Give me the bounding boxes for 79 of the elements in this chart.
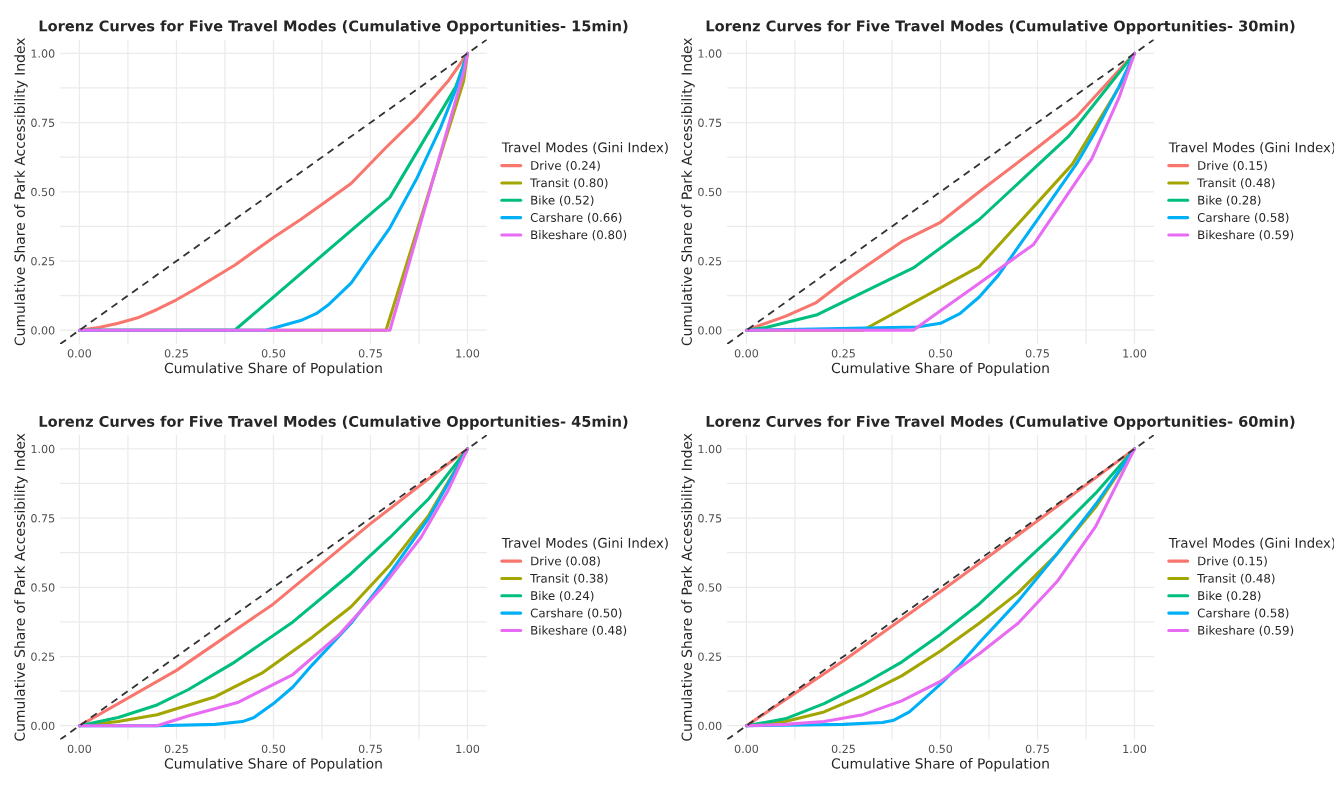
- x-tick-label: 0.50: [928, 744, 953, 754]
- legend-label: Carshare (0.58): [1197, 212, 1289, 224]
- y-tick-label: 1.00: [31, 444, 55, 454]
- legend-label: Carshare (0.50): [530, 608, 622, 619]
- x-tick-label: 0.75: [358, 349, 382, 358]
- x-tick-label: 0.25: [831, 349, 855, 358]
- y-axis-title: Cumulative Share of Park Accessibility Index: [14, 433, 28, 741]
- y-tick-label: 0.25: [31, 257, 55, 266]
- y-tick-label: 1.00: [31, 49, 55, 58]
- legend-label: Carshare (0.66): [530, 212, 622, 224]
- x-axis-title: Cumulative Share of Population: [164, 757, 382, 772]
- y-tick-label: 0.75: [698, 118, 722, 127]
- chart-title: Lorenz Curves for Five Travel Modes (Cumulative Opportunities- 45min): [39, 415, 628, 430]
- legend-label: Transit (0.48): [1197, 178, 1275, 189]
- y-tick-label: 0.00: [698, 326, 722, 335]
- legend-label: Bikeshare (0.48): [531, 625, 627, 637]
- x-tick-label: 1.00: [456, 349, 480, 358]
- legend-label: Transit (0.80): [530, 178, 608, 189]
- line-series: [77, 51, 470, 332]
- legend-title: Travel Modes (Gini Index): [501, 142, 668, 154]
- x-tick-label: 0.00: [67, 744, 92, 754]
- y-tick-label: 0.00: [31, 721, 55, 731]
- y-tick-label: 0.75: [31, 118, 55, 127]
- y-tick-label: 0.25: [698, 652, 722, 661]
- x-tick-label: 0.25: [164, 349, 188, 358]
- chart-title: Lorenz Curves for Five Travel Modes (Cumulative Opportunities- 30min): [706, 20, 1295, 35]
- legend-title: Travel Modes (Gini Index): [1168, 142, 1334, 154]
- legend-label: Drive (0.08): [531, 556, 600, 567]
- y-tick-label: 0.00: [698, 721, 722, 731]
- y-tick-label: 0.00: [31, 326, 55, 335]
- y-axis-title: Cumulative Share of Park Accessibility Index: [681, 38, 695, 346]
- y-tick-label: 0.25: [698, 257, 722, 266]
- x-tick-label: 0.00: [67, 349, 92, 358]
- line-series: [77, 447, 470, 728]
- y-tick-label: 0.75: [698, 514, 722, 523]
- legend-label: Bikeshare (0.80): [531, 230, 627, 241]
- legend-label: Bike (0.28): [1198, 195, 1261, 206]
- legend-label: Transit (0.48): [1197, 573, 1275, 585]
- legend-label: Drive (0.15): [1198, 556, 1267, 567]
- y-axis-title: Cumulative Share of Park Accessibility Index: [681, 433, 695, 741]
- y-tick-label: 0.50: [698, 187, 722, 197]
- legend-title: Travel Modes (Gini Index): [501, 537, 668, 550]
- legend-label: Carshare (0.58): [1197, 608, 1289, 619]
- x-tick-label: 0.25: [164, 744, 188, 754]
- y-tick-label: 0.50: [698, 583, 722, 592]
- legend-label: Bikeshare (0.59): [1198, 625, 1294, 637]
- x-tick-label: 0.75: [358, 744, 382, 754]
- x-tick-label: 0.25: [831, 744, 855, 754]
- x-axis-title: Cumulative Share of Population: [164, 362, 382, 376]
- x-tick-label: 0.50: [261, 349, 286, 358]
- legend-label: Bikeshare (0.59): [1198, 230, 1294, 241]
- x-tick-label: 1.00: [1123, 349, 1147, 358]
- x-axis-title: Cumulative Share of Population: [831, 362, 1049, 376]
- chart-title: Lorenz Curves for Five Travel Modes (Cumulative Opportunities- 60min): [706, 415, 1295, 430]
- y-tick-label: 1.00: [698, 444, 722, 454]
- y-tick-label: 0.50: [31, 187, 55, 197]
- x-tick-label: 0.75: [1025, 349, 1049, 358]
- y-tick-label: 1.00: [698, 49, 722, 58]
- y-axis-title: Cumulative Share of Park Accessibility Index: [14, 38, 28, 346]
- x-tick-label: 0.00: [734, 744, 759, 754]
- legend-label: Bike (0.24): [531, 590, 594, 602]
- x-tick-label: 1.00: [1123, 744, 1147, 754]
- x-tick-label: 0.50: [261, 744, 286, 754]
- chart-title: Lorenz Curves for Five Travel Modes (Cumulative Opportunities- 15min): [39, 20, 628, 35]
- y-tick-label: 0.50: [31, 583, 55, 592]
- legend-label: Bike (0.52): [531, 195, 594, 206]
- legend-label: Transit (0.38): [530, 573, 608, 585]
- x-axis-title: Cumulative Share of Population: [831, 757, 1049, 772]
- legend-label: Drive (0.15): [1198, 160, 1267, 172]
- x-tick-label: 1.00: [456, 744, 480, 754]
- x-tick-label: 0.50: [928, 349, 953, 358]
- y-tick-label: 0.25: [31, 652, 55, 661]
- legend-label: Drive (0.24): [531, 160, 600, 172]
- x-tick-label: 0.00: [734, 349, 759, 358]
- y-tick-label: 0.75: [31, 514, 55, 523]
- x-tick-label: 0.75: [1025, 744, 1049, 754]
- line-series: [744, 51, 1137, 332]
- legend-title: Travel Modes (Gini Index): [1168, 537, 1334, 550]
- legend-label: Bike (0.28): [1198, 590, 1261, 602]
